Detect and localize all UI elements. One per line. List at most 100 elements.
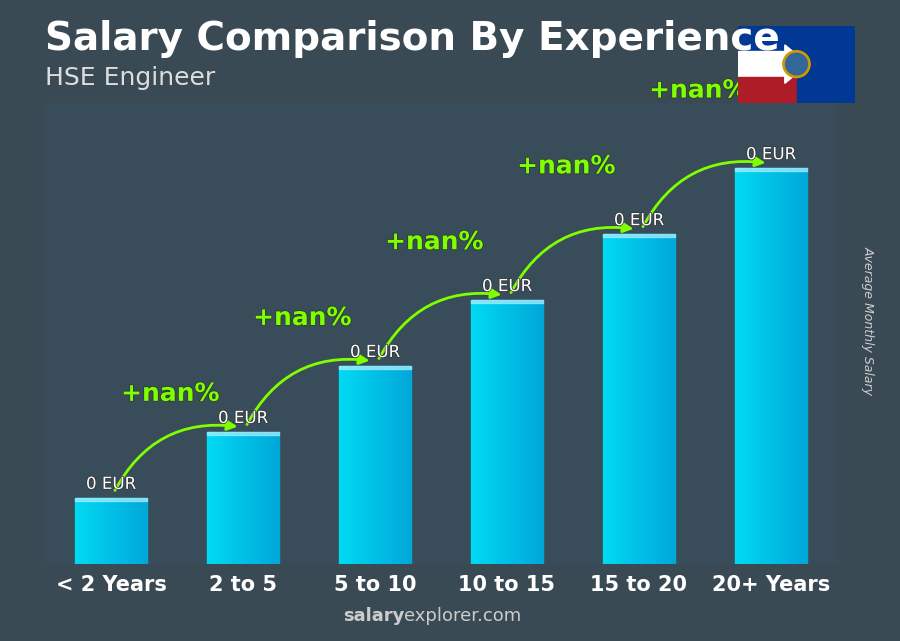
Bar <box>664 235 668 564</box>
Bar <box>643 235 646 564</box>
Bar <box>393 366 397 564</box>
Bar <box>796 26 855 103</box>
Bar <box>742 169 745 564</box>
Bar <box>635 235 639 564</box>
Bar <box>610 235 614 564</box>
Bar <box>408 366 411 564</box>
Bar <box>793 169 796 564</box>
Bar <box>471 301 544 303</box>
Bar <box>229 432 232 564</box>
Bar <box>671 235 675 564</box>
Bar <box>804 169 807 564</box>
Text: explorer.com: explorer.com <box>404 607 521 625</box>
Bar <box>247 432 250 564</box>
Bar <box>221 432 225 564</box>
Bar <box>133 498 137 564</box>
Text: +nan%: +nan% <box>253 306 352 330</box>
Bar <box>518 301 521 564</box>
Bar <box>503 301 507 564</box>
Bar <box>800 169 804 564</box>
Bar <box>789 169 793 564</box>
Text: HSE Engineer: HSE Engineer <box>45 66 215 90</box>
Bar <box>771 169 775 564</box>
Bar <box>144 498 148 564</box>
Bar <box>734 169 738 564</box>
Bar <box>760 169 764 564</box>
Bar <box>272 432 275 564</box>
Bar <box>639 235 643 564</box>
Bar <box>338 366 411 369</box>
Bar <box>382 366 386 564</box>
Bar <box>268 432 272 564</box>
Bar <box>122 498 125 564</box>
Bar <box>86 498 89 564</box>
Bar <box>485 301 489 564</box>
Bar <box>478 301 482 564</box>
Bar <box>482 301 485 564</box>
Bar <box>668 235 671 564</box>
Bar <box>529 301 533 564</box>
Bar <box>734 169 807 171</box>
Bar <box>738 26 796 64</box>
Bar <box>75 498 78 564</box>
Bar <box>617 235 621 564</box>
Bar <box>738 77 796 103</box>
Bar <box>93 498 96 564</box>
Text: 0 EUR: 0 EUR <box>86 475 136 493</box>
Text: 0 EUR: 0 EUR <box>218 409 268 427</box>
Bar <box>218 432 221 564</box>
Circle shape <box>786 53 807 75</box>
Text: 0 EUR: 0 EUR <box>482 277 532 295</box>
Bar <box>796 169 800 564</box>
Bar <box>346 366 349 564</box>
Text: 0 EUR: 0 EUR <box>350 343 400 361</box>
Bar <box>243 432 247 564</box>
Bar <box>757 169 760 564</box>
Bar <box>140 498 144 564</box>
Text: salary: salary <box>343 607 404 625</box>
Bar <box>471 301 474 564</box>
Polygon shape <box>785 45 808 83</box>
Bar <box>786 169 789 564</box>
Bar <box>526 301 529 564</box>
Bar <box>521 301 526 564</box>
Bar <box>261 432 265 564</box>
Bar <box>738 64 796 103</box>
Bar <box>130 498 133 564</box>
Bar <box>239 432 243 564</box>
Bar <box>625 235 628 564</box>
Bar <box>100 498 104 564</box>
Bar <box>75 498 148 501</box>
Bar <box>114 498 118 564</box>
Bar <box>603 235 607 564</box>
Bar <box>752 169 757 564</box>
Bar <box>236 432 239 564</box>
Bar <box>361 366 365 564</box>
Bar <box>364 366 368 564</box>
Bar <box>607 235 610 564</box>
Bar <box>536 301 540 564</box>
Bar <box>768 169 771 564</box>
Bar <box>782 169 786 564</box>
Bar <box>137 498 140 564</box>
Bar <box>632 235 635 564</box>
Bar <box>778 169 782 564</box>
Bar <box>368 366 372 564</box>
Bar <box>390 366 393 564</box>
Text: +nan%: +nan% <box>385 230 483 254</box>
Bar <box>118 498 122 564</box>
Text: Salary Comparison By Experience: Salary Comparison By Experience <box>45 20 779 58</box>
Bar <box>492 301 496 564</box>
Bar <box>356 366 361 564</box>
Bar <box>397 366 400 564</box>
Circle shape <box>783 51 810 78</box>
Bar <box>745 169 749 564</box>
Bar <box>628 235 632 564</box>
Bar <box>653 235 657 564</box>
Bar <box>379 366 382 564</box>
Bar <box>250 432 254 564</box>
Bar <box>214 432 218 564</box>
Bar <box>386 366 390 564</box>
Bar <box>104 498 107 564</box>
Bar <box>232 432 236 564</box>
